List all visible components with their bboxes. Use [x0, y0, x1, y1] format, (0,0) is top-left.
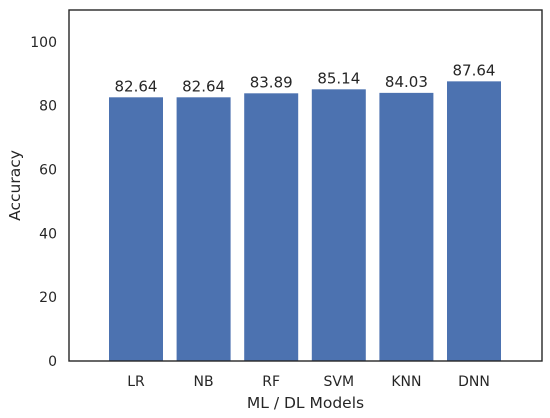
y-tick-label-20: 20	[39, 290, 57, 306]
y-tick-label-80: 80	[39, 99, 57, 115]
bar-dnn	[447, 81, 501, 361]
y-tick-label-40: 40	[39, 226, 57, 242]
y-axis-title: Accuracy	[6, 150, 24, 221]
x-tick-label-knn: KNN	[391, 374, 421, 390]
x-axis-title: ML / DL Models	[247, 394, 364, 412]
x-tick-label-dnn: DNN	[458, 374, 490, 390]
y-axis-ticks: 0 20 40 60 80 100	[30, 35, 57, 370]
bar-knn	[379, 92, 434, 361]
bars-group	[109, 81, 501, 362]
x-axis-ticks: LR NB RF SVM KNN DNN	[127, 374, 490, 390]
data-label-knn: 84.03	[385, 73, 428, 91]
bar-rf	[244, 93, 299, 361]
data-labels-group: 82.64 82.64 83.89 85.14 84.03 87.64	[115, 61, 496, 95]
x-tick-label-rf: RF	[262, 374, 280, 390]
data-label-lr: 82.64	[115, 77, 158, 95]
plot-frame	[68, 9, 543, 362]
data-label-svm: 85.14	[317, 69, 360, 87]
data-label-rf: 83.89	[250, 73, 293, 91]
bar-svm	[311, 89, 366, 362]
data-label-dnn: 87.64	[453, 61, 496, 79]
bar-lr	[109, 97, 163, 361]
x-tick-label-svm: SVM	[324, 374, 355, 390]
y-tick-label-60: 60	[39, 163, 57, 179]
bar-nb	[176, 97, 231, 361]
y-tick-label-0: 0	[48, 354, 57, 370]
y-tick-label-100: 100	[30, 35, 57, 51]
x-tick-label-nb: NB	[194, 374, 214, 390]
x-tick-label-lr: LR	[127, 374, 145, 390]
data-label-nb: 82.64	[182, 77, 225, 95]
